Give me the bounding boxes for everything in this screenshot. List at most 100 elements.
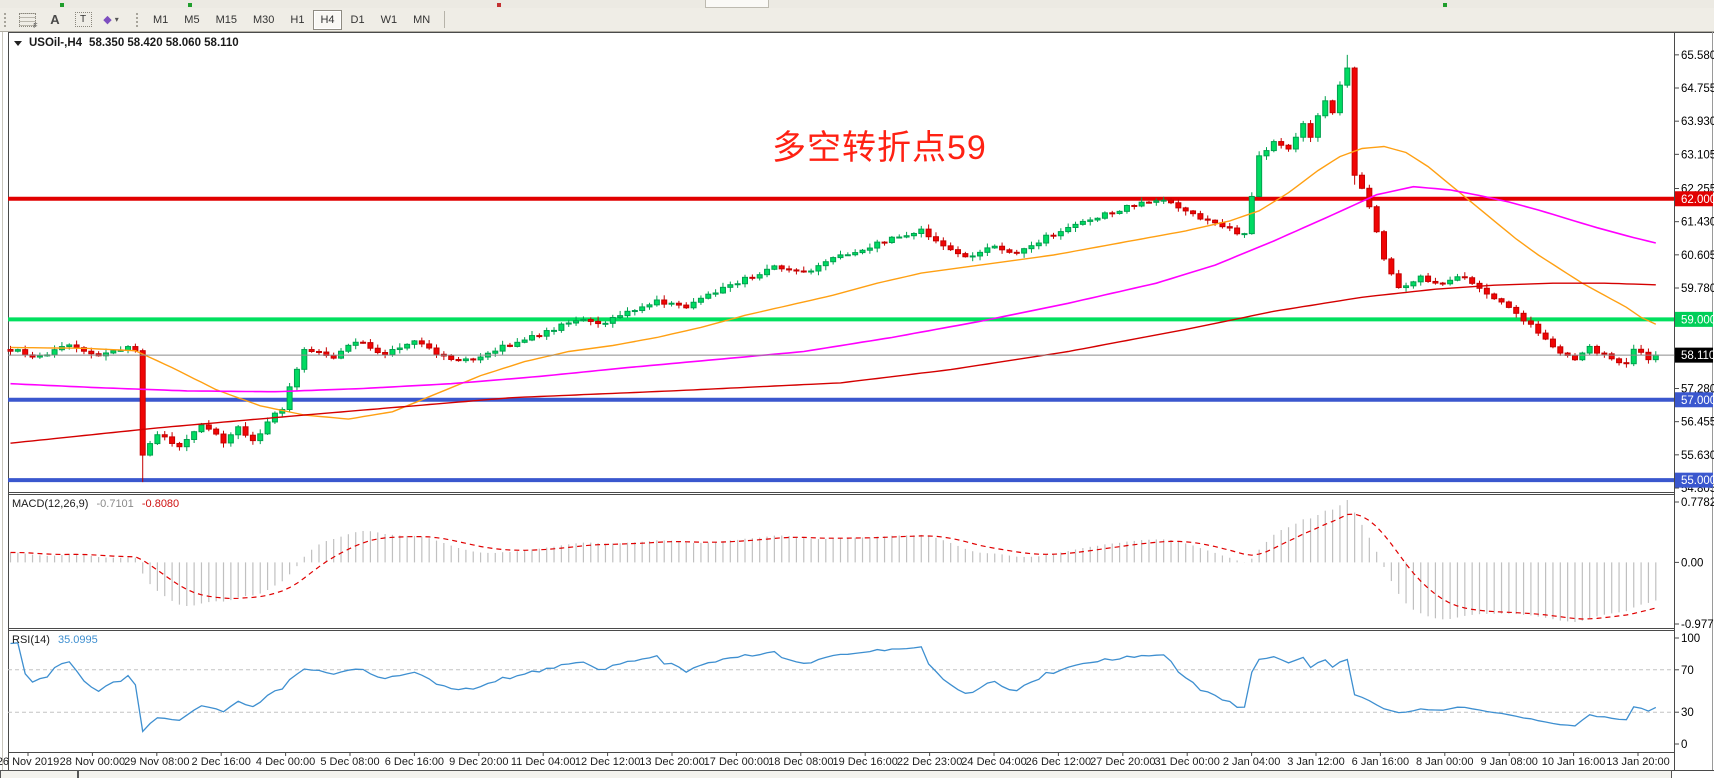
- candle-body: [558, 323, 565, 331]
- rsi-tick-label: 100: [1681, 633, 1700, 645]
- candle-body: [227, 434, 234, 444]
- rsi-tick-label: 0: [1681, 739, 1687, 751]
- candle-body: [1322, 100, 1329, 117]
- timeframe-button-M5[interactable]: M5: [184, 13, 200, 26]
- text-label-icon: T: [74, 12, 92, 27]
- x-axis-label: 4 Dec 00:00: [256, 756, 315, 768]
- x-axis-label: 26 Nov 2019: [0, 756, 59, 768]
- price-tick-label: 55.630: [1681, 450, 1714, 462]
- candle-body: [1491, 293, 1498, 300]
- candle-body: [191, 431, 198, 440]
- candle-body: [999, 245, 1006, 251]
- candle-body: [374, 347, 381, 354]
- statusbar-fragment: [0, 770, 78, 778]
- candle-body: [800, 270, 807, 273]
- candle-body: [462, 358, 469, 362]
- candle-body: [932, 236, 939, 242]
- candle-body: [213, 428, 220, 435]
- timeframe-button-M30[interactable]: M30: [252, 13, 275, 26]
- candle-body: [1403, 285, 1410, 289]
- horizontal-lines: [8, 196, 1674, 483]
- price-badge-62.000: [1675, 191, 1713, 207]
- timeframe-button-H1[interactable]: H1: [290, 13, 305, 26]
- macd-indicator-label: MACD(12,26,9) -0.7101 -0.8080: [12, 498, 179, 510]
- x-axis-label: 8 Jan 00:00: [1416, 756, 1474, 768]
- candle-body: [771, 265, 778, 270]
- timeframe-button-W1[interactable]: W1: [380, 13, 398, 26]
- candle-body: [1542, 332, 1549, 340]
- candle-body: [639, 306, 646, 312]
- text-tool-button[interactable]: A: [42, 9, 68, 30]
- candle-body: [14, 349, 21, 352]
- candle-body: [1498, 298, 1505, 303]
- timeframe-button-MN[interactable]: MN: [413, 13, 431, 26]
- ma-slow-red-line: [10, 282, 1656, 444]
- macd-panel: 0.7782 0.00 -0.9773: [9, 497, 1714, 631]
- text-a-icon: A: [50, 12, 60, 27]
- toolbar-grip[interactable]: [3, 12, 8, 27]
- candle-body: [345, 344, 352, 352]
- x-axis-label: 31 Dec 00:00: [1154, 756, 1219, 768]
- candle-body: [1535, 323, 1542, 334]
- arrows-tool-button[interactable]: ◆ ▾: [98, 9, 124, 30]
- candle-body: [830, 257, 837, 263]
- candle-body: [1175, 202, 1182, 209]
- clipped-icon-mark: [188, 3, 192, 7]
- clipped-icon-mark: [60, 3, 64, 7]
- x-axis-label: 26 Dec 12:00: [1026, 756, 1091, 768]
- candle-body: [786, 268, 793, 271]
- timeframe-button-D1[interactable]: D1: [350, 13, 365, 26]
- candle-body: [418, 340, 425, 345]
- chart-title[interactable]: USOil-,H4 58.350 58.420 58.060 58.110: [14, 37, 239, 49]
- macd-signal-value: -0.8080: [141, 498, 180, 510]
- candle-body: [778, 265, 785, 270]
- candle-body: [881, 241, 888, 244]
- candle-body: [1285, 144, 1292, 150]
- candle-body: [1234, 227, 1241, 235]
- candle-body: [1043, 234, 1050, 244]
- clipped-icon-mark: [1443, 3, 1447, 7]
- candle-body: [1138, 201, 1145, 207]
- candle-body: [1197, 213, 1204, 220]
- candle-body: [1638, 348, 1645, 353]
- candle-body: [382, 352, 389, 356]
- x-axis-label: 18 Dec 08:00: [768, 756, 833, 768]
- candle-body: [859, 249, 866, 254]
- candle-body: [1586, 345, 1593, 354]
- candle-body: [1013, 251, 1020, 254]
- timeframe-button-H4[interactable]: H4: [313, 9, 342, 30]
- candle-body: [1204, 218, 1211, 221]
- candle-body: [1381, 231, 1388, 260]
- candle-body: [536, 335, 543, 338]
- candle-body: [683, 304, 690, 309]
- candle-body: [1182, 207, 1189, 212]
- candle-body: [962, 253, 969, 258]
- candle-body: [1594, 345, 1601, 354]
- candle-body: [352, 341, 359, 346]
- chart-dropdown-icon[interactable]: [14, 40, 22, 46]
- candle-body: [1358, 174, 1365, 189]
- text-label-tool-button[interactable]: T: [70, 9, 96, 30]
- timeframe-button-M15[interactable]: M15: [215, 13, 237, 26]
- candle-body: [1314, 115, 1321, 138]
- candle-body: [1190, 210, 1197, 215]
- candle-body: [102, 352, 109, 357]
- candle-body: [742, 276, 748, 285]
- candle-body: [977, 251, 984, 257]
- candle-body: [903, 235, 910, 238]
- macd-tick-label: 0.00: [1681, 557, 1703, 569]
- candle-body: [1021, 248, 1028, 254]
- fibonacci-tool-button[interactable]: F: [14, 9, 40, 30]
- candle-body: [404, 343, 411, 349]
- candle-body: [396, 347, 403, 351]
- candle-body: [411, 340, 418, 345]
- candle-body: [580, 318, 587, 322]
- timeframe-button-M1[interactable]: M1: [153, 13, 169, 26]
- candle-body: [587, 318, 594, 322]
- toolbar-grip[interactable]: [135, 12, 140, 27]
- candle-body: [1329, 100, 1336, 114]
- candle-body: [477, 356, 484, 361]
- x-axis-label: 6 Jan 16:00: [1352, 756, 1410, 768]
- chart-window: 65.580 64.755 63.930 63.105 62.255 61.430 60.6…: [0, 32, 1714, 778]
- candle-body: [51, 349, 58, 356]
